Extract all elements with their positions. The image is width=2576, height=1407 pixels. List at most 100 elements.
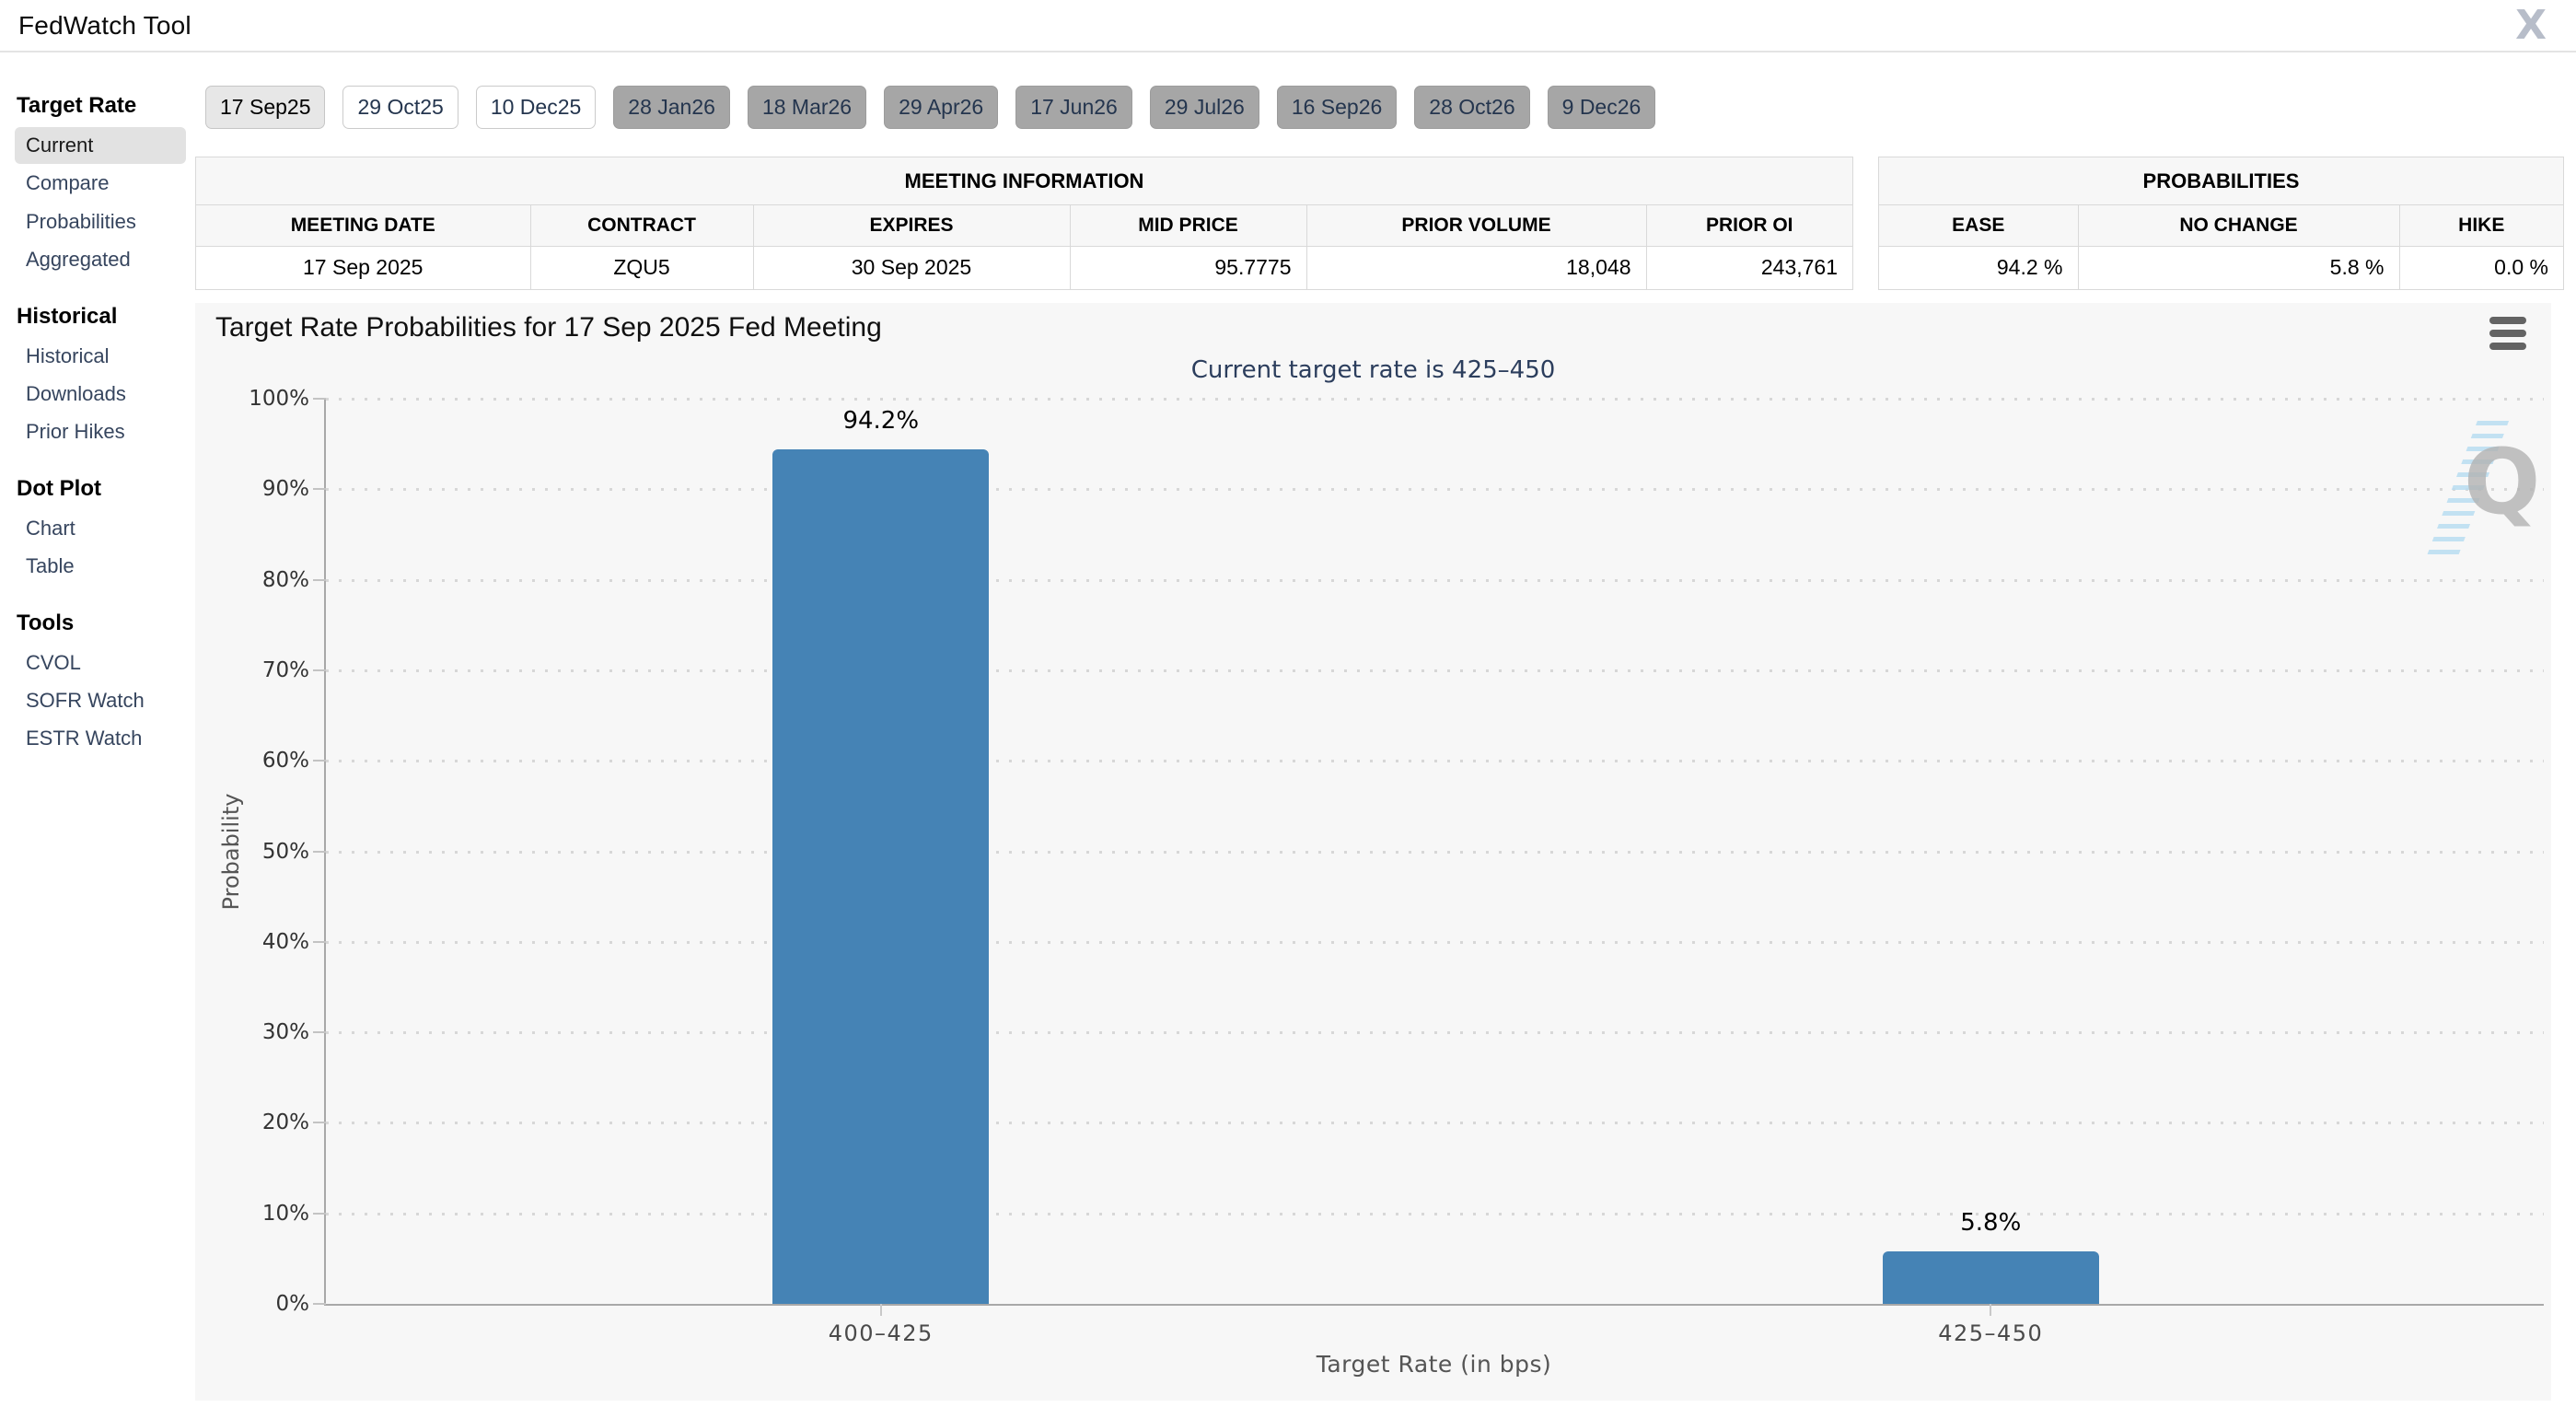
probabilities-table: PROBABILITIES EASE NO CHANGE HIKE 94.2 % 5.8… bbox=[1878, 157, 2564, 290]
sidebar-item-sofr-watch[interactable]: SOFR Watch bbox=[26, 688, 145, 712]
sidebar-item-chart[interactable]: Chart bbox=[26, 516, 75, 540]
watermark-q-glyph: Q bbox=[2464, 430, 2541, 535]
y-tick-label: 60% bbox=[261, 749, 309, 773]
cell-prior-volume: 18,048 bbox=[1305, 246, 1646, 289]
sidebar-item-table[interactable]: Table bbox=[26, 554, 75, 578]
gridline bbox=[326, 940, 2544, 944]
cell-no-change: 5.8 % bbox=[2077, 246, 2399, 289]
plot-area: 0% 10% 20% 30% 40% 50% 60% 70% 80% 90% 100% 94.2% 40… bbox=[249, 387, 2544, 1346]
sidebar-item-downloads[interactable]: Downloads bbox=[26, 381, 126, 405]
y-tick-mark bbox=[313, 1303, 326, 1305]
sidebar-item-aggregated[interactable]: Aggregated bbox=[26, 248, 131, 272]
table-header-row: EASE NO CHANGE HIKE bbox=[1879, 205, 2563, 247]
cell-ease: 94.2 % bbox=[1996, 255, 2063, 280]
y-tick-mark bbox=[313, 669, 326, 671]
cell-expires: 30 Sep 2025 bbox=[752, 246, 1070, 289]
y-tick-label: 0% bbox=[275, 1292, 310, 1316]
table-row: 17 Sep 2025 ZQU5 30 Sep 2025 95.7775 18,048 2… bbox=[196, 246, 1852, 289]
sidebar-item-cvol[interactable]: CVOL bbox=[26, 650, 81, 674]
x-axis-label: Target Rate (in bps) bbox=[1316, 1351, 1552, 1378]
x-tick-mark bbox=[1990, 1304, 1992, 1316]
table-header-row: MEETING DATE CONTRACT EXPIRES MID PRICE PRIO… bbox=[196, 205, 1852, 247]
probabilities-grid: EASE NO CHANGE HIKE 94.2 % 5.8 % 0.0 % bbox=[1879, 205, 2563, 289]
x-tick-label: 400–425 bbox=[828, 1320, 934, 1346]
meeting-information-title: MEETING INFORMATION bbox=[196, 157, 1852, 205]
bar-value-label: 94.2% bbox=[842, 407, 920, 436]
y-tick-label: 70% bbox=[261, 657, 309, 682]
gridline bbox=[326, 1122, 2544, 1125]
gridline bbox=[326, 398, 2544, 401]
tab-17-sep25[interactable]: 17 Sep25 bbox=[205, 86, 326, 129]
tab-29-oct25[interactable]: 29 Oct25 bbox=[342, 86, 458, 129]
tab-17-jun26[interactable]: 17 Jun26 bbox=[1015, 86, 1132, 129]
chart-subtitle: Current target rate is 425–450 bbox=[1190, 356, 1556, 384]
cell-prior-oi: 243,761 bbox=[1645, 246, 1852, 289]
x-tick-mark bbox=[879, 1304, 882, 1316]
column-header-contract: CONTRACT bbox=[529, 205, 753, 247]
sidebar-item-probabilities[interactable]: Probabilities bbox=[26, 209, 136, 233]
chart-title: Target Rate Probabilities for 17 Sep 202… bbox=[215, 312, 882, 343]
quikstrike-watermark-icon: Q bbox=[2423, 415, 2576, 576]
column-header-hike: HIKE bbox=[2398, 205, 2563, 247]
y-axis-label: Probability bbox=[218, 793, 244, 911]
x-tick-label: 425–450 bbox=[1938, 1320, 2044, 1346]
column-header-expires: EXPIRES bbox=[752, 205, 1070, 247]
y-tick-mark bbox=[313, 760, 326, 762]
close-icon[interactable]: X bbox=[2515, 1, 2547, 49]
column-header-mid-price: MID PRICE bbox=[1069, 205, 1306, 247]
gridline bbox=[326, 669, 2544, 672]
tab-29-jul26[interactable]: 29 Jul26 bbox=[1149, 86, 1259, 129]
cell-contract: ZQU5 bbox=[529, 246, 753, 289]
y-tick-mark bbox=[313, 940, 326, 943]
y-tick-label: 20% bbox=[261, 1110, 309, 1135]
y-tick-mark bbox=[313, 850, 326, 853]
probabilities-title: PROBABILITIES bbox=[1879, 157, 2563, 205]
sidebar-item-historical[interactable]: Historical bbox=[26, 343, 110, 367]
table-row: 94.2 % 5.8 % 0.0 % bbox=[1879, 246, 2563, 289]
tab-16-sep26[interactable]: 16 Sep26 bbox=[1276, 86, 1398, 129]
y-tick-label: 10% bbox=[261, 1201, 309, 1226]
tab-28-jan26[interactable]: 28 Jan26 bbox=[613, 86, 730, 129]
sidebar-item-compare[interactable]: Compare bbox=[26, 171, 110, 195]
meeting-information-table: MEETING INFORMATION MEETING DATE CONTRACT… bbox=[195, 157, 1853, 290]
sidebar-heading-target-rate: Target Rate bbox=[17, 93, 137, 118]
sidebar: Target Rate Current Compare Probabilities Ag… bbox=[0, 52, 195, 1401]
app-title: FedWatch Tool bbox=[18, 10, 191, 40]
sidebar-heading-dot-plot: Dot Plot bbox=[17, 475, 101, 501]
summary-tables-row: MEETING INFORMATION MEETING DATE CONTRACT… bbox=[195, 157, 2564, 290]
bar-value-label: 5.8% bbox=[1960, 1208, 2022, 1237]
y-tick-mark bbox=[313, 1031, 326, 1034]
meeting-information-grid: MEETING DATE CONTRACT EXPIRES MID PRICE PRIO… bbox=[196, 205, 1852, 289]
meeting-tabs: 17 Sep25 29 Oct25 10 Dec25 28 Jan26 18 Mar26… bbox=[205, 86, 2564, 129]
tab-29-apr26[interactable]: 29 Apr26 bbox=[884, 86, 999, 129]
column-header-meeting-date: MEETING DATE bbox=[196, 205, 530, 247]
y-tick-label: 90% bbox=[261, 477, 309, 502]
y-tick-label: 50% bbox=[261, 839, 309, 864]
tab-9-dec26[interactable]: 9 Dec26 bbox=[1547, 86, 1656, 129]
cell-mid-price: 95.7775 bbox=[1069, 246, 1306, 289]
bar-400-425[interactable] bbox=[772, 449, 990, 1304]
y-tick-mark bbox=[313, 1122, 326, 1124]
cell-hike: 0.0 % bbox=[2398, 246, 2563, 289]
y-tick-label: 40% bbox=[261, 929, 309, 954]
y-tick-mark bbox=[313, 488, 326, 491]
sidebar-item-estr-watch[interactable]: ESTR Watch bbox=[26, 727, 143, 750]
column-header-prior-oi: PRIOR OI bbox=[1645, 205, 1852, 247]
app-header: FedWatch Tool X bbox=[0, 0, 2576, 52]
tab-18-mar26[interactable]: 18 Mar26 bbox=[747, 86, 867, 129]
gridline bbox=[326, 578, 2544, 582]
bar-425-450[interactable] bbox=[1882, 1250, 2099, 1304]
tab-10-dec25[interactable]: 10 Dec25 bbox=[475, 86, 597, 129]
y-tick-mark bbox=[313, 1212, 326, 1215]
gridline bbox=[326, 760, 2544, 763]
sidebar-item-prior-hikes[interactable]: Prior Hikes bbox=[26, 420, 125, 444]
sidebar-item-current[interactable]: Current bbox=[15, 127, 186, 165]
cell-meeting-date: 17 Sep 2025 bbox=[303, 255, 424, 280]
y-tick-mark bbox=[313, 578, 326, 581]
content: Target Rate Current Compare Probabilities Ag… bbox=[0, 52, 2576, 1401]
gridline bbox=[326, 1031, 2544, 1035]
main-content: 17 Sep25 29 Oct25 10 Dec25 28 Jan26 18 Mar26… bbox=[195, 52, 2576, 1401]
tab-28-oct26[interactable]: 28 Oct26 bbox=[1414, 86, 1530, 129]
chart-menu-icon[interactable] bbox=[2489, 317, 2526, 350]
column-header-prior-volume: PRIOR VOLUME bbox=[1305, 205, 1646, 247]
